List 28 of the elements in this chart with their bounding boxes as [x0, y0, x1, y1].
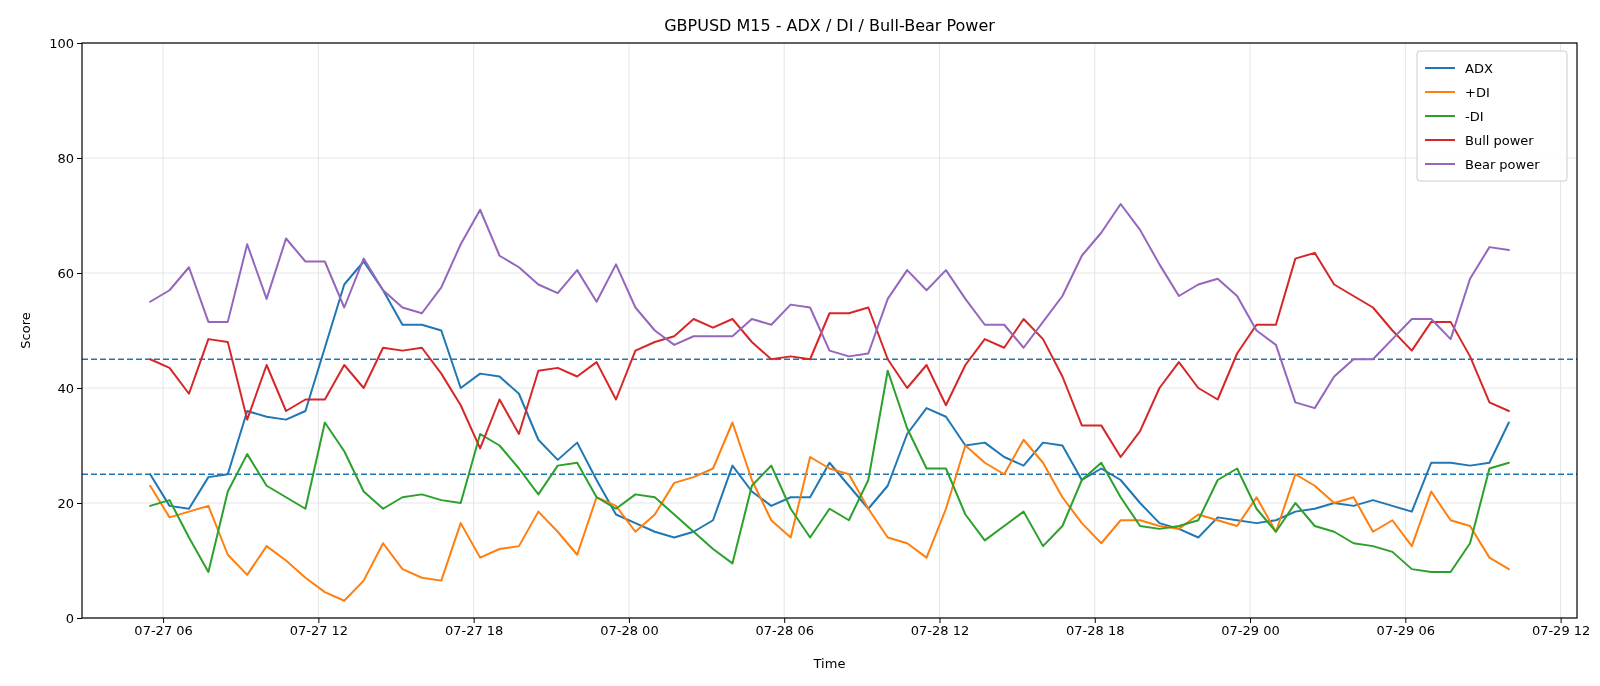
legend-label: ADX	[1465, 61, 1493, 76]
x-tick-label: 07-27 18	[444, 623, 504, 639]
line-series	[149, 203, 1510, 410]
legend-label: -DI	[1465, 109, 1484, 124]
y-tick-label: 80	[57, 150, 74, 166]
y-tick-label: 100	[49, 35, 74, 51]
x-tick-label: 07-29 12	[1531, 623, 1591, 639]
x-tick-label: 07-29 00	[1221, 623, 1280, 639]
y-axis-title: Score	[18, 312, 33, 349]
x-tick-label: 07-28 06	[755, 623, 814, 639]
line-series	[149, 251, 1510, 458]
x-tick-label: 07-28 00	[600, 623, 659, 639]
legend-label: +DI	[1465, 85, 1490, 100]
x-tick-label: 07-28 18	[1066, 623, 1125, 639]
y-tick-label: 40	[57, 380, 74, 396]
line-series	[149, 369, 1510, 573]
x-axis-title: Time	[812, 656, 846, 671]
chart-title: GBPUSD M15 - ADX / DI / Bull-Bear Power	[664, 16, 996, 35]
x-tick-label: 07-28 12	[910, 623, 970, 639]
line-series	[149, 421, 1510, 602]
x-tick-label: 07-27 06	[134, 623, 193, 639]
y-tick-label: 0	[65, 610, 74, 626]
x-tick-label: 07-27 12	[289, 623, 349, 639]
y-tick-label: 20	[57, 495, 74, 511]
y-tick-label: 60	[57, 265, 74, 281]
x-tick-label: 07-29 06	[1376, 623, 1436, 639]
legend-label: Bear power	[1465, 157, 1541, 172]
legend-label: Bull power	[1465, 133, 1535, 148]
